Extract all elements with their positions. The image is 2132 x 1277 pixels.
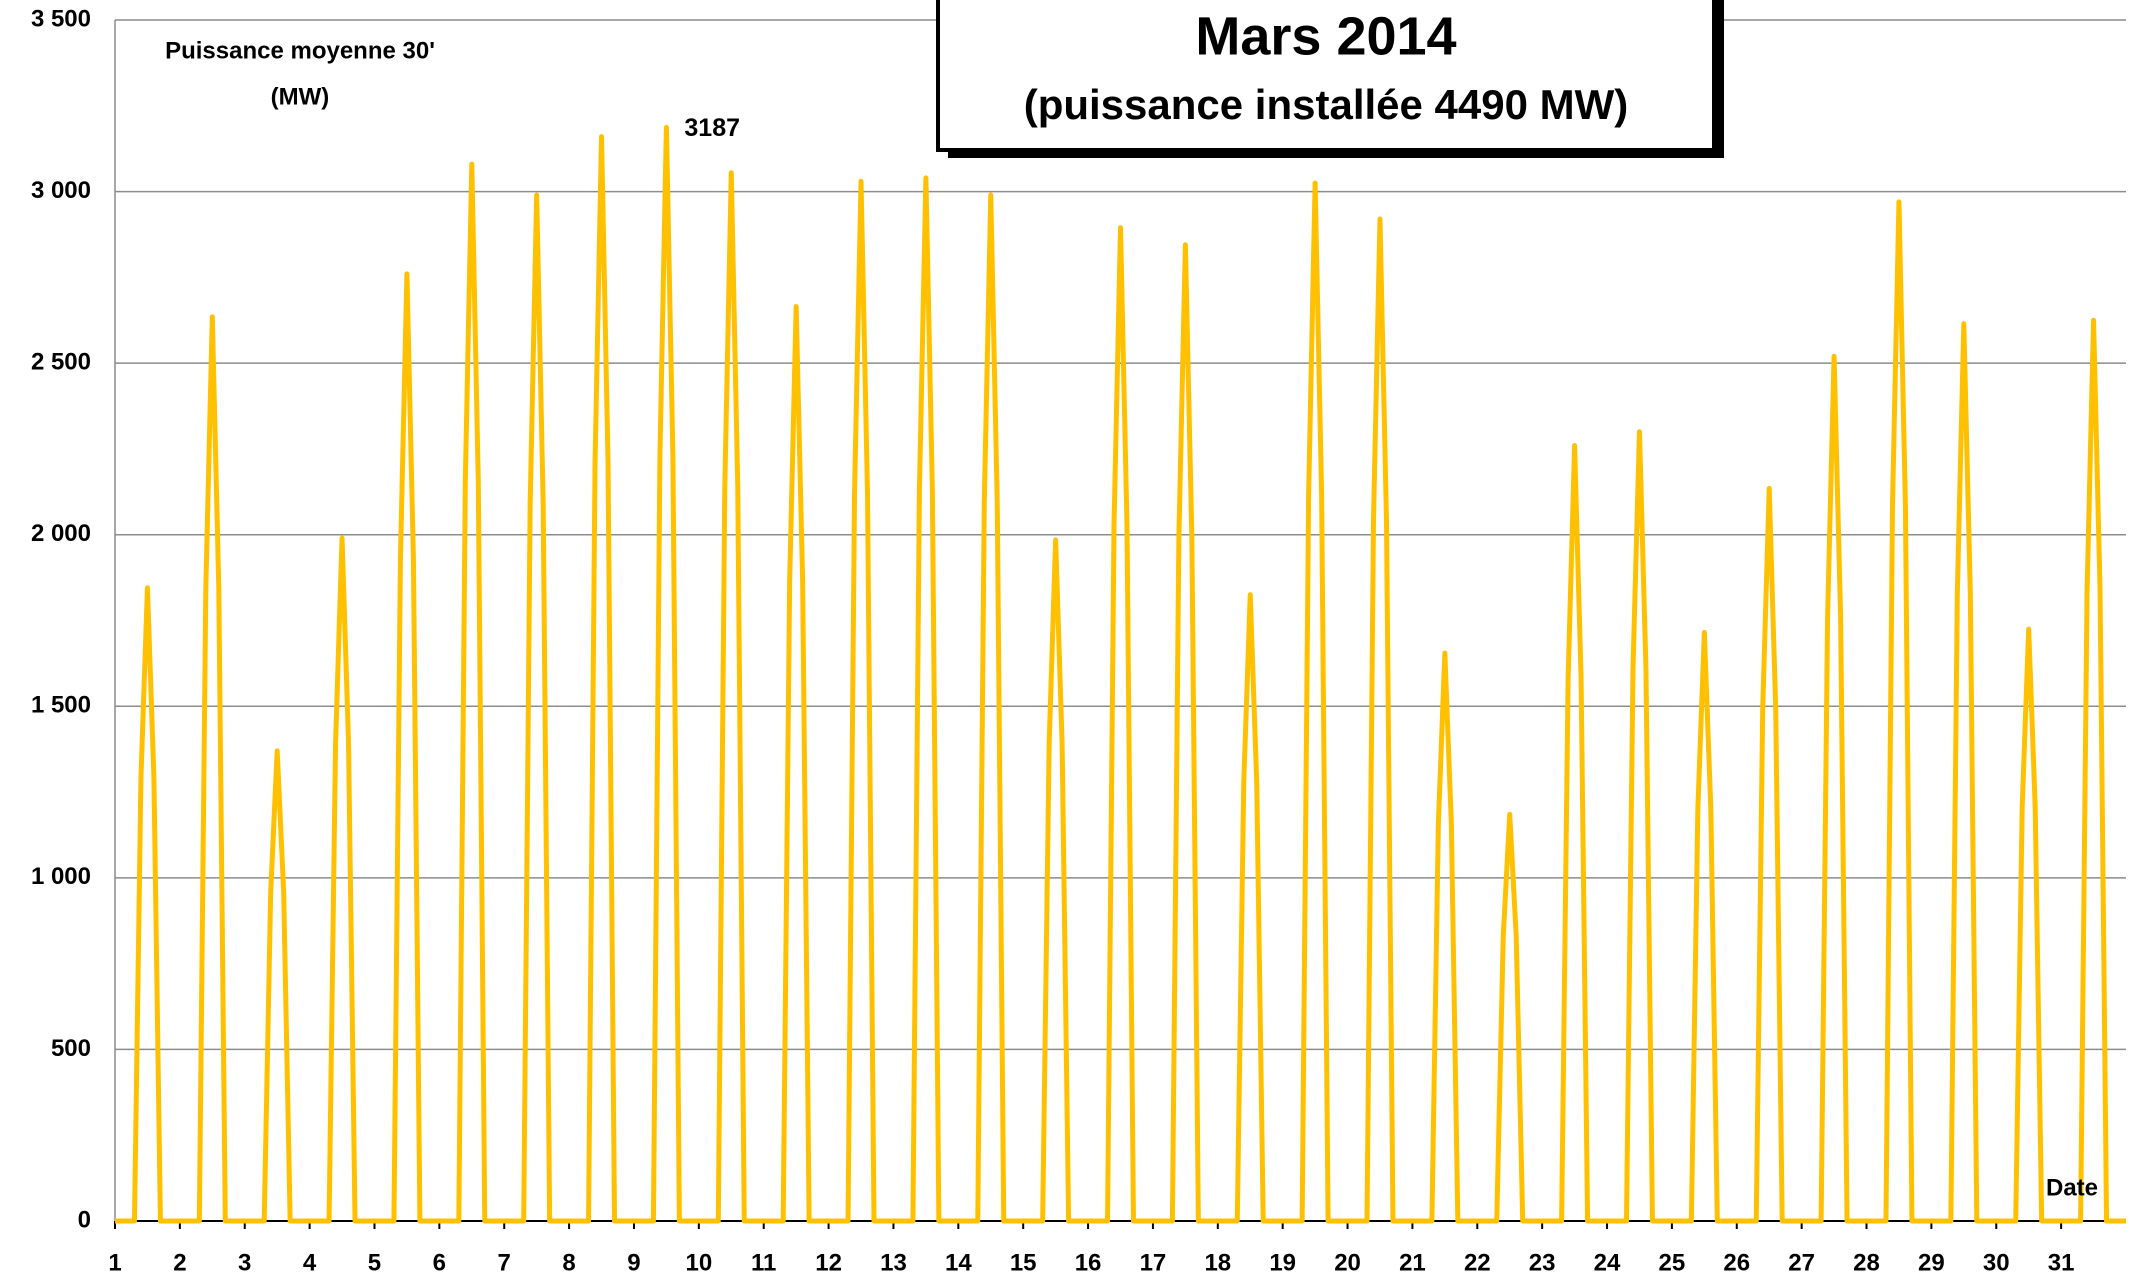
- x-tick-label: 29: [1918, 1249, 1945, 1276]
- x-tick-label: 23: [1529, 1249, 1556, 1276]
- x-tick-label: 31: [2048, 1249, 2075, 1276]
- x-tick-label: 30: [1983, 1249, 2010, 1276]
- x-tick-label: 6: [433, 1249, 446, 1276]
- x-tick-label: 9: [627, 1249, 640, 1276]
- y-tick-label: 500: [51, 1035, 91, 1062]
- annotation: 3187: [684, 114, 740, 142]
- x-tick-label: 18: [1204, 1249, 1231, 1276]
- x-tick-label: 10: [685, 1249, 712, 1276]
- x-tick-label: 22: [1464, 1249, 1491, 1276]
- line-series: [115, 124, 2126, 1224]
- x-tick-label: 26: [1723, 1249, 1750, 1276]
- x-tick-label: 15: [1010, 1249, 1037, 1276]
- x-tick-label: 28: [1853, 1249, 1880, 1276]
- x-tick-label: 3: [238, 1249, 251, 1276]
- y-tick-label: 0: [78, 1206, 91, 1233]
- x-tick-label: 11: [751, 1249, 776, 1276]
- x-tick-label: 12: [815, 1249, 842, 1276]
- x-axis-label: Date: [2046, 1174, 2098, 1201]
- x-tick-label: 25: [1659, 1249, 1686, 1276]
- y-axis-label: (MW): [271, 83, 330, 110]
- y-tick-label: 2 500: [31, 348, 91, 375]
- x-tick-label: 21: [1399, 1249, 1426, 1276]
- x-tick-label: 14: [945, 1249, 972, 1276]
- x-tick-label: 2: [173, 1249, 186, 1276]
- y-tick-label: 2 000: [31, 520, 91, 547]
- x-tick-label: 17: [1140, 1249, 1167, 1276]
- title-box: [936, 0, 1716, 152]
- x-tick-label: 20: [1334, 1249, 1361, 1276]
- x-tick-label: 16: [1075, 1249, 1102, 1276]
- x-tick-label: 24: [1594, 1249, 1621, 1276]
- x-tick-label: 4: [303, 1249, 317, 1276]
- y-tick-label: 3 000: [31, 177, 91, 204]
- chart-subtitle: (puissance installée 4490 MW): [1024, 81, 1629, 128]
- x-tick-label: 8: [562, 1249, 575, 1276]
- x-tick-label: 7: [498, 1249, 511, 1276]
- chart-title: Mars 2014: [1195, 6, 1456, 66]
- x-tick-label: 19: [1269, 1249, 1296, 1276]
- x-tick-label: 27: [1788, 1249, 1815, 1276]
- y-tick-label: 3 500: [31, 5, 91, 32]
- x-tick-label: 1: [108, 1249, 121, 1276]
- y-axis-label: Puissance moyenne 30': [165, 37, 435, 64]
- x-tick-label: 5: [368, 1249, 381, 1276]
- x-tick-label: 13: [880, 1249, 907, 1276]
- y-tick-label: 1 000: [31, 863, 91, 890]
- y-tick-label: 1 500: [31, 692, 91, 719]
